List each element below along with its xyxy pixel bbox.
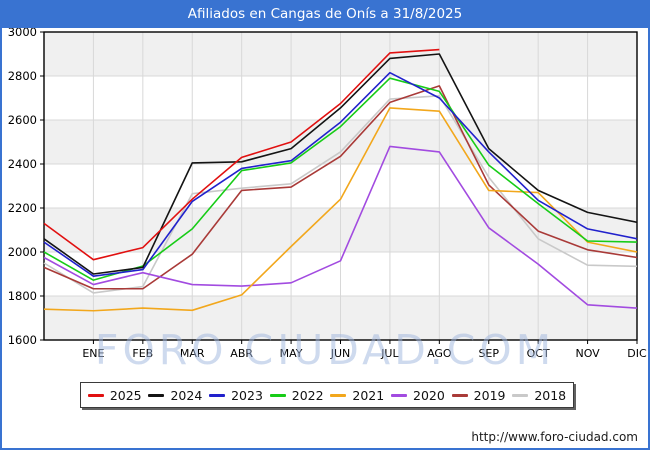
legend-swatch-2024: [148, 393, 165, 397]
legend-swatch-2019: [451, 393, 468, 397]
source-url: http://www.foro-ciudad.com: [471, 430, 638, 444]
y-axis-label: 2400: [8, 157, 37, 171]
legend-label: 2025: [109, 387, 142, 403]
y-axis-label: 3000: [8, 28, 37, 39]
legend-swatch-2021: [330, 393, 347, 397]
legend-item-2018: 2018: [512, 388, 566, 403]
legend-item-2024: 2024: [148, 388, 202, 403]
series-line-2025: [43, 48, 440, 261]
page-title: Afiliados en Cangas de Onís a 31/8/2025: [2, 2, 648, 28]
legend-label: 2022: [291, 387, 324, 403]
x-axis-label: NOV: [575, 347, 600, 360]
legend-swatch-2023: [209, 393, 226, 397]
x-axis-label: DIC: [627, 347, 647, 360]
x-axis-label: JUL: [380, 347, 399, 360]
legend-item-2025: 2025: [87, 387, 142, 403]
y-axis-label: 1600: [8, 333, 37, 347]
legend-item-2023: 2023: [209, 388, 263, 403]
series-line-2023: [43, 71, 638, 277]
y-axis-label: 2800: [8, 69, 37, 83]
y-axis-label: 2000: [8, 245, 37, 259]
series-line-2024: [43, 53, 638, 275]
legend-swatch-2025: [87, 393, 104, 397]
series-line-2018: [43, 95, 638, 294]
legend-label: 2018: [534, 387, 567, 403]
x-axis-label: ENE: [82, 347, 104, 360]
x-axis-label: FEB: [132, 347, 153, 360]
legend-label: 2023: [231, 387, 263, 403]
line-chart: 1600 1800 2000 2200 2400 2600 2800 3000 ENE FEB MA…: [2, 28, 648, 373]
chart-svg: 1600 1800 2000 2200 2400 2600 2800 3000 ENE FEB MA…: [8, 28, 647, 360]
legend-label: 2021: [352, 387, 385, 403]
x-axis-label: ABR: [230, 347, 253, 360]
x-axis-label: JUN: [330, 347, 351, 360]
chart-legend: 2025 2024 2023 2022 2021 2020 2019 2018: [80, 382, 574, 408]
legend-item-2021: 2021: [330, 388, 384, 403]
x-axis-label: SEP: [478, 347, 499, 360]
y-axis-label: 2600: [8, 113, 37, 127]
legend-swatch-2018: [512, 393, 529, 397]
series-line-2019: [43, 85, 638, 290]
legend-item-2022: 2022: [269, 387, 324, 403]
x-axis-label: OCT: [527, 347, 550, 360]
legend-swatch-2022: [269, 393, 286, 397]
y-axis-label: 2200: [8, 201, 37, 215]
legend-label: 2020: [413, 387, 445, 403]
series-line-2020: [43, 145, 638, 309]
x-axis-label: MAR: [180, 347, 205, 360]
legend-label: 2019: [473, 387, 506, 403]
y-axis-label: 1800: [8, 289, 37, 303]
x-axis-label: AGO: [427, 347, 452, 360]
legend-item-2019: 2019: [451, 387, 506, 403]
x-axis-label: MAY: [280, 347, 303, 360]
legend-label: 2024: [170, 387, 203, 403]
series-line-2021: [43, 107, 638, 312]
legend-item-2020: 2020: [391, 388, 445, 403]
legend-swatch-2020: [391, 393, 408, 397]
